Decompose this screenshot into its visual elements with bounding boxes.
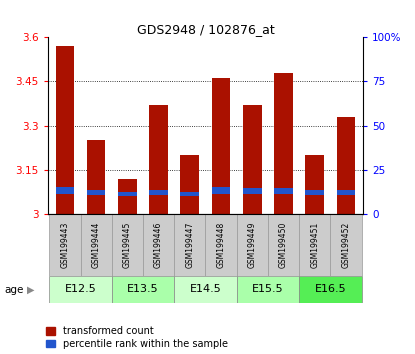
Text: E16.5: E16.5 (315, 284, 346, 295)
Text: GSM199446: GSM199446 (154, 222, 163, 268)
Bar (87, 190, 105, 195)
Text: E13.5: E13.5 (127, 284, 159, 295)
Text: GSM199447: GSM199447 (186, 222, 194, 268)
Bar (181, 155, 199, 214)
Bar (112, 214, 143, 276)
Bar (337, 117, 355, 214)
Text: GSM199443: GSM199443 (61, 222, 69, 268)
Bar (274, 188, 293, 194)
Text: GSM199450: GSM199450 (279, 222, 288, 268)
Bar (118, 192, 137, 196)
Text: age: age (4, 285, 24, 295)
Bar (118, 179, 137, 214)
Bar (299, 276, 361, 303)
Bar (181, 192, 199, 196)
Text: GSM199452: GSM199452 (342, 222, 350, 268)
Bar (237, 214, 268, 276)
Bar (330, 214, 361, 276)
Text: GSM199449: GSM199449 (248, 222, 257, 268)
Bar (56, 187, 74, 194)
Text: E12.5: E12.5 (65, 284, 96, 295)
Bar (174, 214, 205, 276)
Bar (205, 214, 237, 276)
Bar (56, 46, 74, 214)
Bar (81, 214, 112, 276)
Title: GDS2948 / 102876_at: GDS2948 / 102876_at (137, 23, 274, 36)
Bar (174, 276, 237, 303)
Bar (274, 73, 293, 214)
Bar (49, 276, 112, 303)
Text: E14.5: E14.5 (190, 284, 221, 295)
Bar (268, 214, 299, 276)
Bar (243, 105, 261, 214)
Bar (112, 276, 174, 303)
Bar (143, 214, 174, 276)
Bar (305, 190, 324, 195)
Bar (149, 105, 168, 214)
Bar (237, 276, 299, 303)
Bar (212, 79, 230, 214)
Text: GSM199451: GSM199451 (310, 222, 319, 268)
Bar (49, 214, 81, 276)
Bar (243, 188, 261, 194)
Text: GSM199445: GSM199445 (123, 222, 132, 268)
Text: E15.5: E15.5 (252, 284, 284, 295)
Legend: transformed count, percentile rank within the sample: transformed count, percentile rank withi… (46, 326, 228, 349)
Text: GSM199448: GSM199448 (217, 222, 225, 268)
Bar (299, 214, 330, 276)
Text: GSM199444: GSM199444 (92, 222, 100, 268)
Bar (87, 141, 105, 214)
Text: ▶: ▶ (27, 285, 34, 295)
Bar (149, 190, 168, 195)
Bar (212, 187, 230, 194)
Bar (305, 155, 324, 214)
Bar (337, 190, 355, 195)
